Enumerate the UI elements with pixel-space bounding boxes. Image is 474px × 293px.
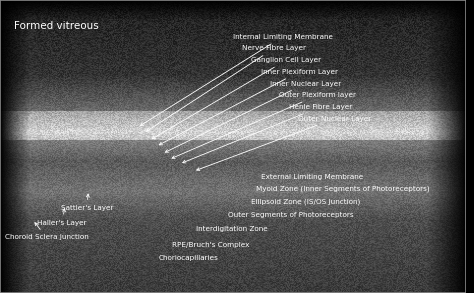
Text: Henle Fibre Layer: Henle Fibre Layer bbox=[182, 104, 352, 163]
Text: Inner Plexiform Layer: Inner Plexiform Layer bbox=[159, 69, 338, 145]
Text: Nerve Fibre Layer: Nerve Fibre Layer bbox=[146, 45, 306, 131]
Text: Inner Nuclear Layer: Inner Nuclear Layer bbox=[165, 81, 341, 152]
Text: Haller's Layer: Haller's Layer bbox=[37, 209, 87, 226]
Text: Ganglion Cell Layer: Ganglion Cell Layer bbox=[152, 57, 321, 139]
Text: RPE/Bruch's Complex: RPE/Bruch's Complex bbox=[173, 242, 250, 248]
Text: Choriocapillaries: Choriocapillaries bbox=[158, 255, 218, 261]
Text: External Limiting Membrane: External Limiting Membrane bbox=[261, 174, 363, 180]
Text: Myoid Zone (Inner Segments of Photoreceptors): Myoid Zone (Inner Segments of Photorecep… bbox=[256, 186, 430, 192]
Text: Outer Plexiform layer: Outer Plexiform layer bbox=[172, 92, 356, 159]
Text: Formed vitreous: Formed vitreous bbox=[14, 21, 99, 30]
Text: Sattler's Layer: Sattler's Layer bbox=[61, 194, 113, 211]
Text: Choroid Sclera Junction: Choroid Sclera Junction bbox=[5, 223, 89, 240]
Text: Interdigitation Zone: Interdigitation Zone bbox=[196, 226, 267, 231]
Text: Outer Segments of Photoreceptors: Outer Segments of Photoreceptors bbox=[228, 212, 354, 218]
Text: Outer Nuclear Layer: Outer Nuclear Layer bbox=[197, 116, 371, 171]
Text: Internal Limiting Membrane: Internal Limiting Membrane bbox=[140, 34, 333, 125]
Text: Ellipsoid Zone (IS/OS Junction): Ellipsoid Zone (IS/OS Junction) bbox=[252, 199, 361, 205]
